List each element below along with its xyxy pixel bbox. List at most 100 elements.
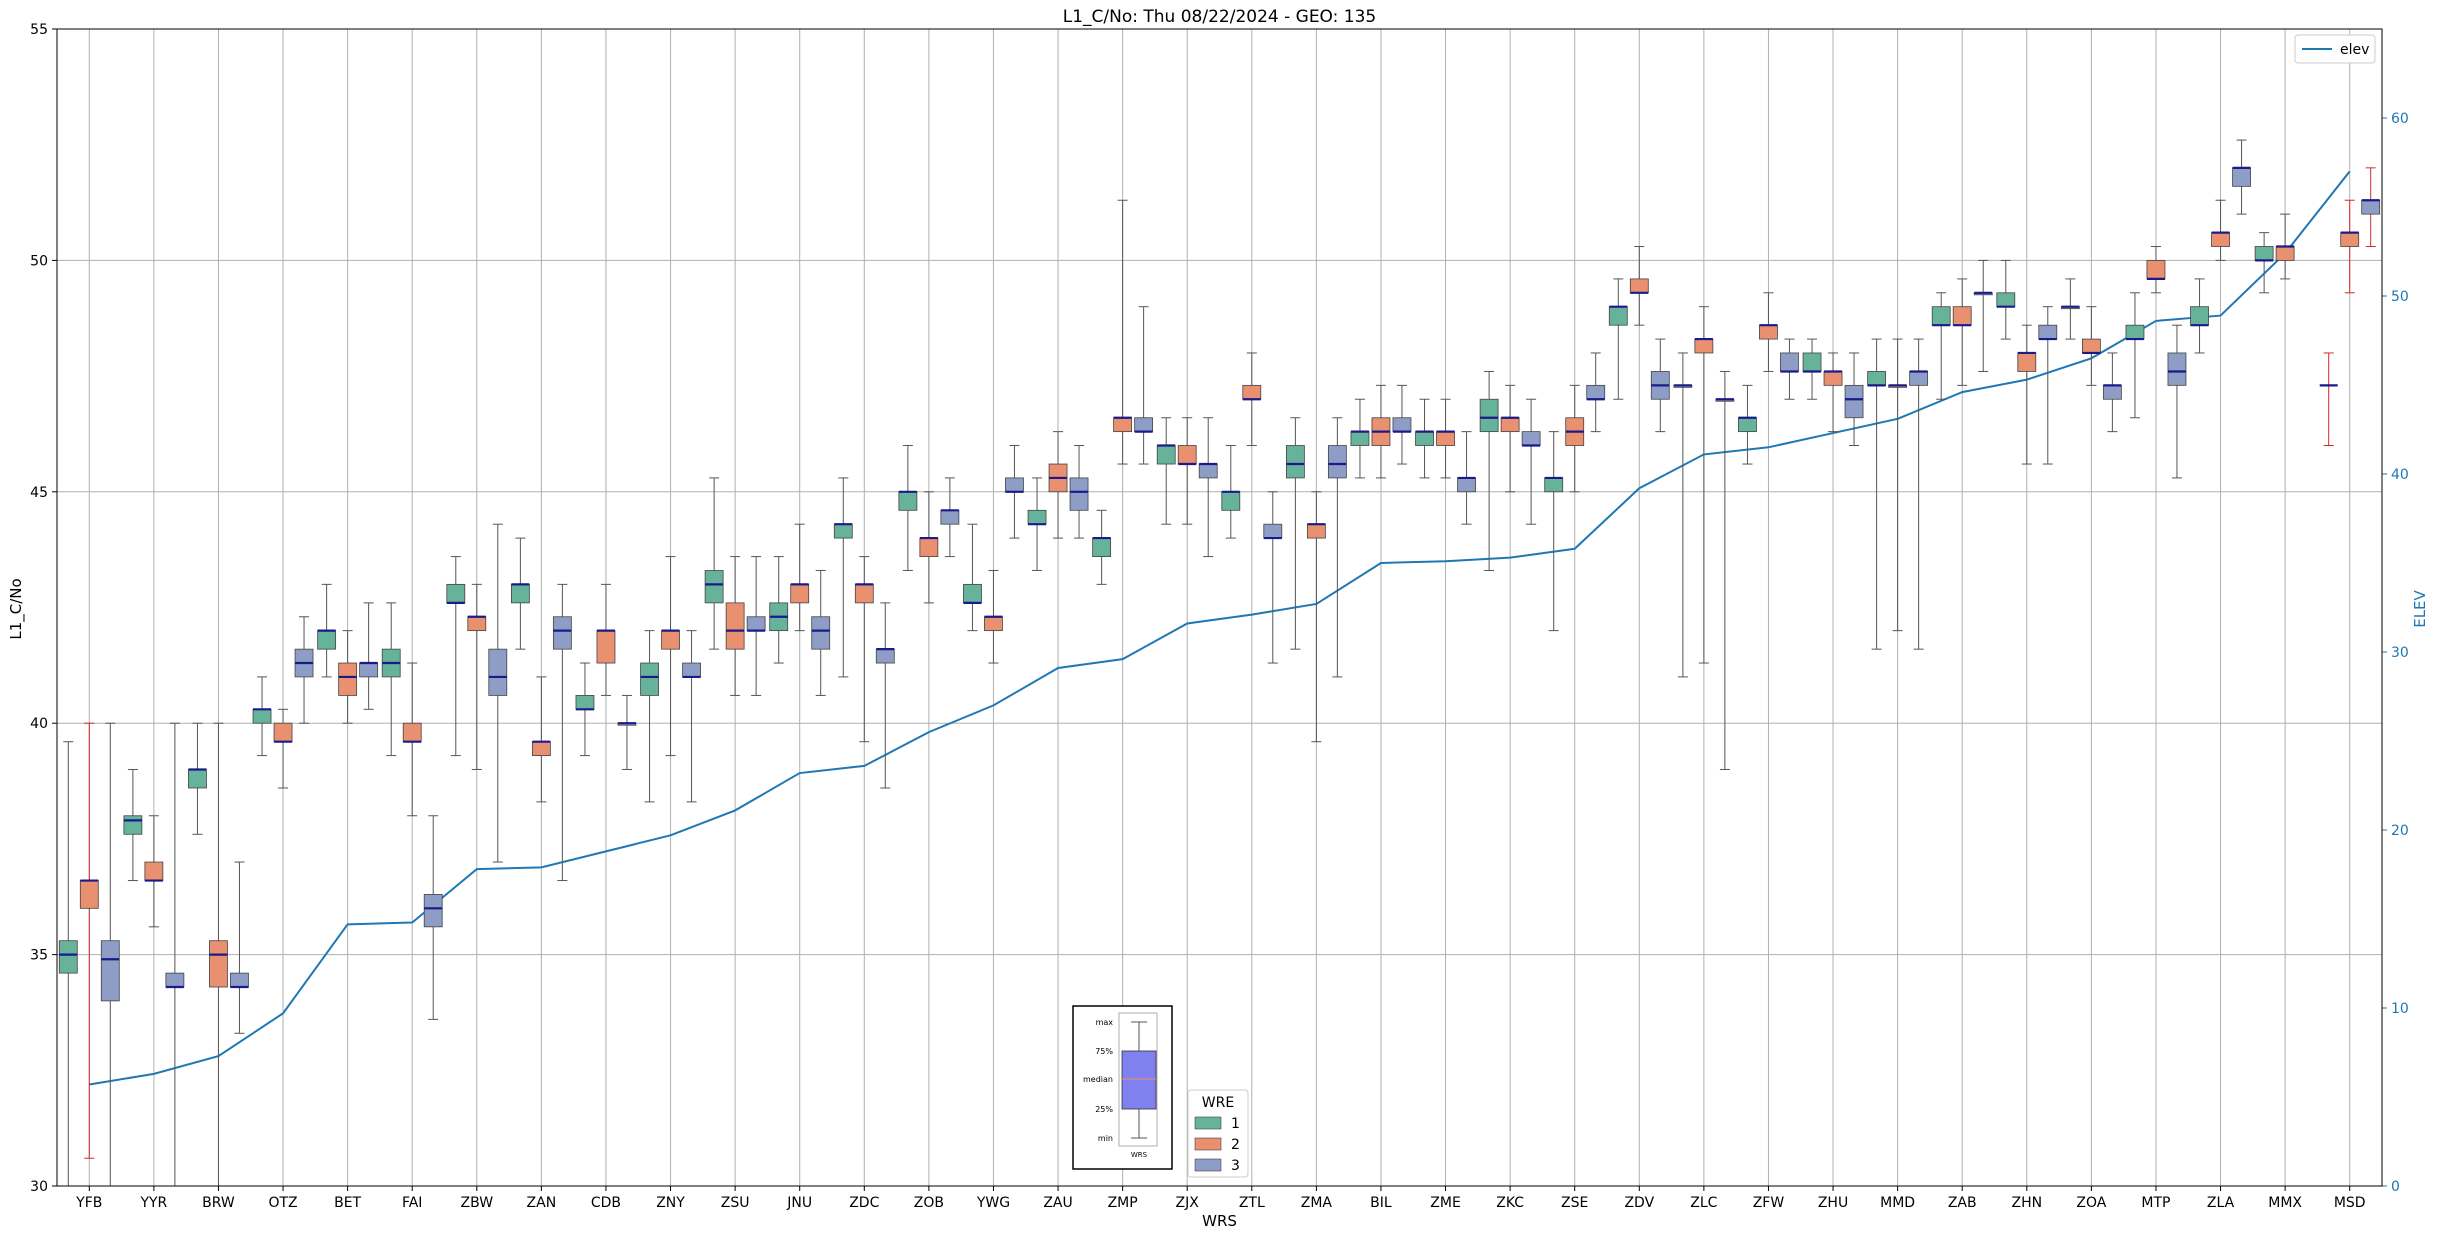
box-ZOB-wre3 [940, 477, 960, 558]
x-tick-label-ZFW: ZFW [1753, 1195, 1785, 1211]
wre-legend-label-1: 1 [1231, 1116, 1240, 1132]
x-tick-label-ZMA: ZMA [1301, 1195, 1333, 1211]
box-iqr [1738, 417, 1757, 433]
box-iqr [661, 630, 680, 650]
box-ZLA-wre2 [2211, 199, 2230, 261]
box-ZHN-wre2 [2017, 324, 2037, 465]
x-tick-label-ZMP: ZMP [1108, 1195, 1138, 1211]
box-ZMP-wre3 [1134, 306, 1154, 465]
box-iqr [1069, 477, 1089, 511]
box-iqr [2275, 246, 2295, 261]
box-iqr [1586, 384, 1606, 400]
box-ZFW-wre1 [1738, 384, 1757, 465]
box-iqr [875, 648, 895, 664]
x-tick-label-ZME: ZME [1430, 1195, 1461, 1211]
box-iqr [1415, 431, 1434, 446]
box-iqr [704, 570, 724, 604]
box-iqr [640, 662, 659, 696]
box-iqr [488, 648, 508, 696]
box-YFB-wre2 [79, 722, 99, 1159]
box-iqr [1780, 352, 1799, 372]
box-ZJX-wre1 [1156, 417, 1176, 525]
wre-legend-swatch-2 [1194, 1137, 1222, 1151]
box-ZME-wre2 [1436, 398, 1455, 479]
box-iqr [1909, 371, 1929, 386]
box-iqr [1221, 491, 1241, 511]
box-iqr [2017, 352, 2037, 372]
box-ZHU-wre3 [1844, 352, 1864, 447]
box-iqr [317, 630, 337, 650]
box-ZOB-wre2 [919, 491, 939, 604]
y-tick-label-45: 45 [30, 485, 48, 501]
x-tick-label-FAI: FAI [402, 1195, 422, 1211]
box-ZSE-wre2 [1565, 384, 1585, 493]
box-ZLC-wre2 [1694, 306, 1714, 664]
x-tick-label-CDB: CDB [591, 1195, 621, 1211]
box-ZDC-wre2 [854, 556, 874, 743]
box-ZNY-wre2 [661, 556, 680, 757]
y-tick-label-30: 30 [30, 1179, 48, 1195]
box-ZOA-wre3 [2102, 352, 2122, 433]
box-iqr [2125, 324, 2145, 340]
y2-tick-label-50: 50 [2391, 289, 2409, 305]
y2-tick-label-10: 10 [2391, 1001, 2409, 1017]
key-xlabel: WRS [1131, 1151, 1148, 1159]
box-iqr [1327, 445, 1347, 479]
box-ZSE-wre1 [1544, 431, 1564, 632]
box-FAI-wre1 [381, 602, 401, 757]
chart-title: L1_C/No: Thu 08/22/2024 - GEO: 135 [1063, 7, 1376, 27]
box-ZDV-wre2 [1629, 246, 1649, 326]
elev-line [89, 170, 2351, 1086]
box-iqr [746, 616, 766, 632]
x-tick-label-MMD: MMD [1880, 1195, 1915, 1211]
x-tick-label-ZOB: ZOB [914, 1195, 944, 1211]
box-iqr [402, 722, 422, 743]
box-ZMP-wre1 [1092, 509, 1112, 585]
box-ZSE-wre3 [1586, 352, 1606, 433]
key-label-median: median [1083, 1075, 1113, 1084]
box-BET-wre3 [359, 602, 379, 710]
axes: YFB YYR BRW OTZ BET FAI ZBW ZAN CDB ZNY ZSU JNU ZDC Z… [30, 22, 2409, 1211]
box-iqr [725, 602, 745, 650]
x-tick-label-MSD: MSD [2334, 1195, 2366, 1211]
box-iqr [273, 722, 293, 743]
y2-tick-label-0: 0 [2391, 1179, 2400, 1195]
x-tick-label-JNU: JNU [786, 1195, 812, 1211]
box-BIL-wre1 [1350, 398, 1370, 479]
box-ZFW-wre2 [1759, 292, 1778, 372]
box-iqr [2211, 232, 2230, 247]
x-axis-label: WRS [1202, 1212, 1237, 1230]
box-JNU-wre2 [790, 523, 810, 632]
box-iqr [1350, 431, 1370, 446]
x-tick-label-ZLA: ZLA [2207, 1195, 2235, 1211]
box-ZBW-wre1 [446, 556, 466, 757]
box-iqr [2167, 352, 2187, 386]
box-iqr [79, 880, 99, 909]
box-ZJX-wre2 [1177, 417, 1197, 525]
x-tick-label-ZBW: ZBW [461, 1195, 494, 1211]
box-iqr [1242, 384, 1262, 400]
x-tick-label-ZLC: ZLC [1690, 1195, 1717, 1211]
box-iqr [1436, 431, 1455, 446]
box-ZDV-wre3 [1650, 338, 1670, 433]
y2-tick-label-20: 20 [2391, 823, 2409, 839]
wre-legend-title: WRE [1202, 1095, 1234, 1111]
box-iqr [552, 616, 572, 650]
box-iqr [1134, 417, 1154, 433]
x-tick-label-ZHU: ZHU [1818, 1195, 1848, 1211]
box-iqr [1844, 384, 1864, 419]
key-inner-axes [1118, 1012, 1158, 1147]
box-ZBW-wre2 [467, 583, 487, 770]
box-ZME-wre1 [1415, 398, 1434, 479]
box-iqr [833, 523, 853, 539]
box-MSD-wre1 [2319, 352, 2338, 447]
box-ZKC-wre2 [1500, 384, 1520, 493]
box-BIL-wre2 [1371, 384, 1391, 479]
box-iqr [2232, 167, 2251, 187]
box-ZKC-wre1 [1479, 370, 1499, 571]
box-BRW-wre3 [230, 861, 249, 1034]
box-plots [58, 139, 2381, 1186]
key-box-iqr [1121, 1050, 1157, 1110]
wre-legend-label-3: 3 [1231, 1158, 1240, 1174]
box-MSD-wre2 [2340, 199, 2360, 294]
